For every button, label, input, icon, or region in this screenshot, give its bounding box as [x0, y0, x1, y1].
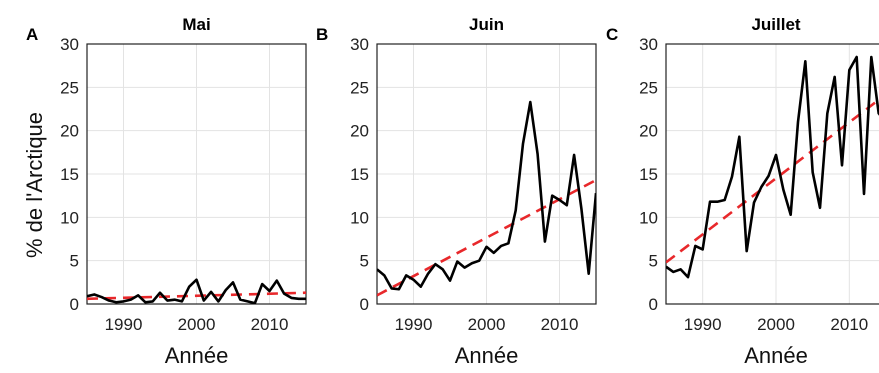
panel-title: Juillet [751, 15, 800, 34]
y-tick-label: 20 [60, 122, 79, 141]
x-tick-label: 2000 [468, 315, 506, 334]
x-axis-label: Année [744, 343, 808, 368]
y-tick-label: 15 [639, 165, 658, 184]
y-tick-label: 0 [649, 295, 658, 314]
series-line [87, 278, 306, 304]
trend-line [87, 291, 306, 301]
y-tick-label: 30 [60, 35, 79, 54]
y-tick-label: 25 [639, 78, 658, 97]
y-tick-label: 0 [360, 295, 369, 314]
series-line [377, 100, 596, 291]
x-tick-label: 2010 [541, 315, 579, 334]
y-tick-label: 5 [360, 252, 369, 271]
panel-letter: B [316, 25, 328, 44]
x-tick-label: 2010 [251, 315, 289, 334]
x-tick-label: 1990 [684, 315, 722, 334]
panel-b: 0 5 10 15 20 25 30 1990 2000 2010 Juin B Année [316, 15, 597, 368]
y-tick-label: 10 [639, 208, 658, 227]
y-tick-label: 25 [60, 78, 79, 97]
x-axis-label: Année [455, 343, 519, 368]
panel-letter: A [26, 25, 38, 44]
panel-c: 0 5 10 15 20 25 30 1990 2000 2010 Juillet C Année [606, 15, 879, 368]
x-tick-label: 2000 [757, 315, 795, 334]
y-tick-label: 15 [350, 165, 369, 184]
x-axis-label: Année [165, 343, 229, 368]
y-tick-label: 15 [60, 165, 79, 184]
trend-line [666, 97, 879, 264]
y-tick-label: 10 [60, 208, 79, 227]
x-tick-label: 2000 [178, 315, 216, 334]
panel-title: Mai [182, 15, 210, 34]
y-tick-label: 20 [350, 122, 369, 141]
x-tick-label: 2010 [830, 315, 868, 334]
y-tick-label: 30 [639, 35, 658, 54]
plot-frame [86, 43, 307, 305]
y-tick-label: 10 [350, 208, 369, 227]
y-tick-label: 5 [649, 252, 658, 271]
series-line [666, 55, 879, 279]
x-tick-label: 1990 [105, 315, 143, 334]
x-tick-label: 1990 [395, 315, 433, 334]
plot-frame [665, 43, 879, 305]
y-tick-label: 25 [350, 78, 369, 97]
y-tick-label: 20 [639, 122, 658, 141]
y-tick-label: 30 [350, 35, 369, 54]
shared-y-axis-label: % de l'Arctique [22, 112, 47, 258]
plot-frame [376, 43, 597, 305]
panel-a: 0 5 10 15 20 25 30 1990 2000 2010 Mai A Année [26, 15, 307, 368]
y-tick-label: 5 [70, 252, 79, 271]
panel-title: Juin [469, 15, 504, 34]
panel-letter: C [606, 25, 618, 44]
y-tick-label: 0 [70, 295, 79, 314]
